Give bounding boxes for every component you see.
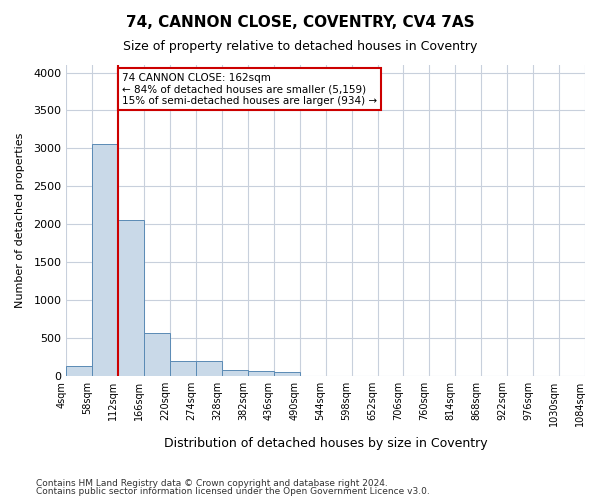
X-axis label: Distribution of detached houses by size in Coventry: Distribution of detached houses by size …: [164, 437, 487, 450]
Bar: [170, 360, 196, 376]
Bar: [118, 220, 144, 376]
Text: Contains HM Land Registry data © Crown copyright and database right 2024.: Contains HM Land Registry data © Crown c…: [36, 478, 388, 488]
Text: Contains public sector information licensed under the Open Government Licence v3: Contains public sector information licen…: [36, 487, 430, 496]
Bar: [196, 360, 222, 376]
Bar: [144, 334, 170, 376]
Text: 74 CANNON CLOSE: 162sqm
← 84% of detached houses are smaller (5,159)
15% of semi: 74 CANNON CLOSE: 162sqm ← 84% of detache…: [122, 72, 377, 106]
Bar: [274, 372, 300, 376]
Text: 74, CANNON CLOSE, COVENTRY, CV4 7AS: 74, CANNON CLOSE, COVENTRY, CV4 7AS: [125, 15, 475, 30]
Bar: [222, 370, 248, 376]
Y-axis label: Number of detached properties: Number of detached properties: [15, 132, 25, 308]
Bar: [67, 366, 92, 376]
Bar: [248, 371, 274, 376]
Bar: [92, 144, 118, 376]
Text: Size of property relative to detached houses in Coventry: Size of property relative to detached ho…: [123, 40, 477, 53]
